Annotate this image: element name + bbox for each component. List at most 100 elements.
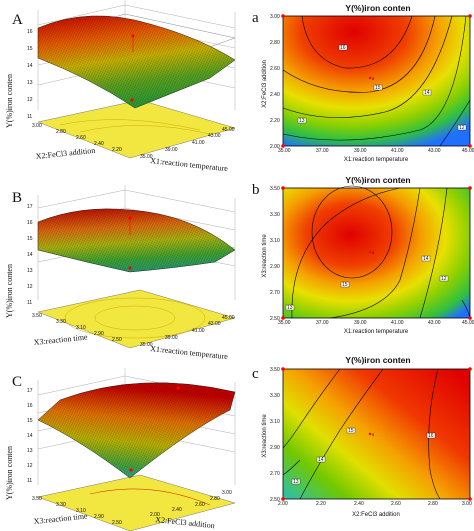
- svg-text:3.30: 3.30: [56, 502, 66, 508]
- contour-x-ticks-b: 35.00 37.00 39.00 41.00 43.00 45.00: [278, 320, 474, 326]
- svg-text:12: 12: [27, 284, 33, 290]
- contour-plot-a: Y(%)iron conten a 16 15 14 13 12 5 35.00…: [252, 3, 474, 163]
- svg-text:16: 16: [340, 45, 346, 51]
- y-ticks-c: 3.50 3.30 3.10 2.90 2.50: [32, 496, 122, 526]
- svg-text:2.20: 2.20: [112, 147, 122, 153]
- svg-text:45.00: 45.00: [222, 315, 235, 321]
- svg-text:2.70: 2.70: [270, 290, 280, 296]
- contour-title-a: Y(%)iron conten: [345, 3, 410, 13]
- svg-text:3.00: 3.00: [462, 501, 472, 507]
- design-point: [129, 468, 133, 472]
- svg-text:14: 14: [27, 63, 33, 69]
- svg-text:3.10: 3.10: [270, 419, 280, 425]
- svg-text:14: 14: [423, 256, 429, 262]
- z-axis-label-a: Y(%)iron conten: [5, 74, 14, 128]
- svg-text:15: 15: [27, 236, 33, 242]
- svg-text:2.00: 2.00: [278, 501, 288, 507]
- panel-letter-c-contour: c: [252, 366, 259, 382]
- svg-text:2.60: 2.60: [391, 501, 401, 507]
- svg-text:5: 5: [372, 250, 375, 255]
- svg-text:13: 13: [299, 118, 305, 124]
- floor-a: [37, 99, 236, 159]
- svg-text:2.20: 2.20: [270, 118, 280, 124]
- svg-text:2.90: 2.90: [270, 264, 280, 270]
- contour-area-a: [282, 15, 471, 147]
- svg-text:3.10: 3.10: [76, 508, 86, 514]
- svg-text:39.00: 39.00: [354, 320, 367, 326]
- svg-text:2.40: 2.40: [94, 141, 104, 147]
- design-point: [130, 98, 134, 102]
- x-ticks-c: 2.00 2.40 2.60 2.80 3.00: [150, 490, 232, 518]
- y-ticks-a: 3.00 2.80 2.60 2.40 2.20: [32, 123, 122, 153]
- contour-labels-a: 16 15 14 13 12: [297, 44, 467, 131]
- svg-text:35.00: 35.00: [140, 154, 153, 160]
- z-axis-label-c: Y(%)iron conten: [5, 446, 14, 500]
- x-axis-label-b: X1:reaction temperature: [150, 344, 229, 361]
- svg-text:3.00: 3.00: [270, 14, 280, 20]
- x-ticks-b: 35.00 39.00 41.00 43.00 45.00: [140, 315, 235, 348]
- svg-text:15: 15: [27, 46, 33, 52]
- svg-text:43.00: 43.00: [428, 148, 441, 154]
- svg-text:3.00: 3.00: [32, 123, 42, 129]
- svg-text:11: 11: [27, 300, 32, 306]
- surface-plot-a: A Y(%)iron conten X2:FeCl3 addition X1:r…: [5, 0, 236, 173]
- svg-text:16: 16: [27, 403, 33, 409]
- svg-text:39.00: 39.00: [165, 335, 178, 341]
- svg-text:3.30: 3.30: [56, 319, 66, 325]
- contour-lines-c: [282, 368, 441, 500]
- contour-x-ticks-c: 2.00 2.20 2.40 2.60 2.80 3.00: [278, 501, 472, 507]
- svg-text:2.50: 2.50: [270, 497, 280, 503]
- contour-y-label-c: X3:reaction time: [262, 414, 268, 458]
- svg-text:12: 12: [459, 125, 465, 131]
- contour-y-label-a: X2:FeCl3 addition: [262, 60, 268, 108]
- contour-labels-b: 15 14 13 12: [285, 255, 449, 311]
- contour-plot-c: Y(%)iron conten c 16 15 14 13 5 2.00 2.2…: [252, 355, 472, 518]
- z-ticks-a: 16 15 14 13 12 11: [27, 29, 33, 120]
- y-axis-label-a: X2:FeCl3 addition: [35, 146, 95, 161]
- svg-text:5: 5: [372, 76, 375, 81]
- svg-text:11: 11: [27, 478, 32, 484]
- surface-plot-c: C Y(%)iron conten X3:reaction time X2:Fe…: [5, 368, 236, 531]
- svg-text:41.00: 41.00: [192, 328, 205, 334]
- contour-plot-b: Y(%)iron conten b 15 14 13 12 5 35.00 37…: [252, 175, 474, 335]
- design-point: [128, 266, 132, 270]
- contour-y-ticks-a: 3.00 2.80 2.60 2.40 2.20 2.00: [270, 14, 280, 150]
- svg-text:2.80: 2.80: [210, 496, 220, 502]
- contour-x-label-a: X1:reaction temperature: [344, 157, 409, 163]
- svg-text:43.00: 43.00: [208, 321, 221, 327]
- contour-area-c: [282, 368, 471, 500]
- svg-text:3.00: 3.00: [222, 490, 232, 496]
- svg-text:2.80: 2.80: [56, 129, 66, 135]
- svg-text:35.00: 35.00: [278, 320, 291, 326]
- svg-text:15: 15: [27, 418, 33, 424]
- contour-x-label-c: X2:FeCl3 addition: [352, 512, 400, 518]
- svg-text:41.00: 41.00: [391, 148, 404, 154]
- svg-text:35.00: 35.00: [278, 148, 291, 154]
- contour-y-ticks-b: 3.50 3.30 3.10 2.90 2.70 2.50: [270, 186, 280, 322]
- panel-letter-c: C: [12, 374, 22, 390]
- panel-letter-b-contour: b: [252, 182, 260, 198]
- svg-text:13: 13: [27, 80, 33, 86]
- y-axis-label-b: X3:reaction time: [33, 332, 88, 347]
- svg-text:2.00: 2.00: [150, 512, 160, 518]
- svg-text:15: 15: [348, 428, 354, 434]
- x-axis-label-a: X1:reaction temperature: [150, 156, 229, 173]
- z-ticks-c: 17 16 15 14 13 12 11: [27, 388, 33, 484]
- svg-text:41.00: 41.00: [391, 320, 404, 326]
- svg-text:3.50: 3.50: [32, 313, 42, 319]
- contour-y-label-b: X3:reaction time: [262, 234, 268, 278]
- svg-text:16: 16: [27, 29, 33, 35]
- svg-text:13: 13: [287, 305, 293, 311]
- z-axis-label-b: Y(%)iron conten: [5, 264, 14, 318]
- panel-letter-a-contour: a: [252, 10, 259, 26]
- svg-text:2.90: 2.90: [270, 445, 280, 451]
- svg-text:13: 13: [27, 268, 33, 274]
- panel-letter-b: B: [12, 190, 22, 206]
- y-ticks-b: 3.50 3.30 3.10 2.90 2.50: [32, 313, 122, 343]
- svg-text:12: 12: [441, 276, 447, 282]
- design-point: [176, 386, 180, 390]
- svg-text:2.50: 2.50: [112, 337, 122, 343]
- svg-text:15: 15: [375, 85, 381, 91]
- svg-text:13: 13: [27, 448, 33, 454]
